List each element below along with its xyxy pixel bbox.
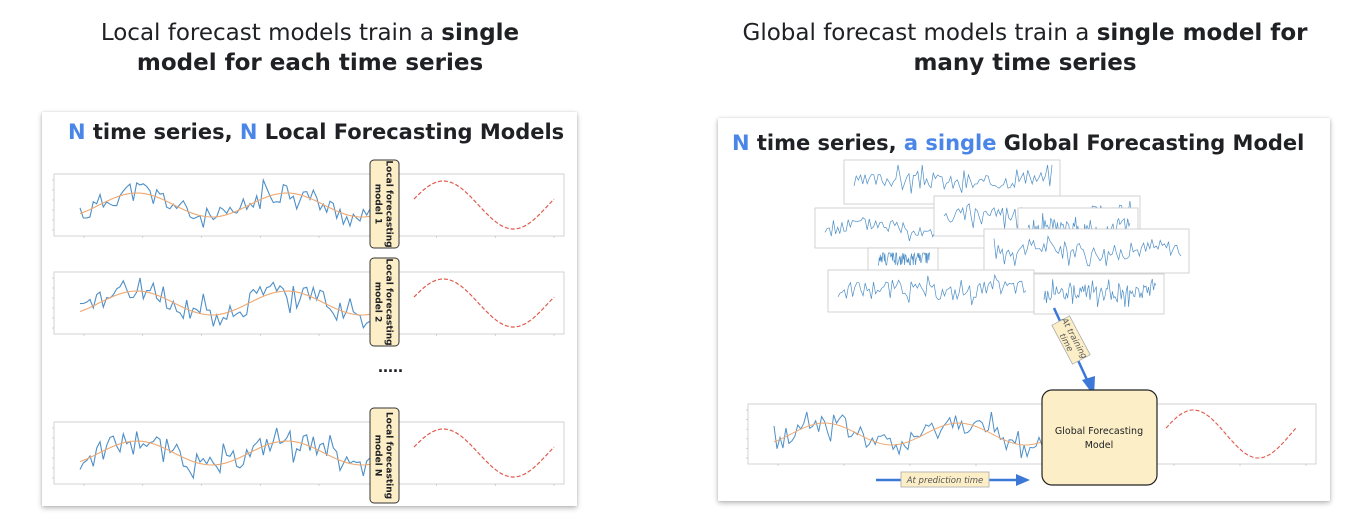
title-end: Local Forecasting Models bbox=[257, 120, 565, 144]
left-heading-bold2: model for each time series bbox=[136, 50, 484, 76]
local-model-label-line2: model 1 bbox=[373, 184, 383, 225]
history-series-line bbox=[773, 411, 1043, 459]
trend-line bbox=[79, 440, 381, 466]
prediction-tag-label: At prediction time bbox=[906, 476, 984, 486]
global-model-label-line2: Model bbox=[1085, 440, 1114, 451]
left-heading: Local forecast models train a single mod… bbox=[60, 18, 560, 78]
local-model-box bbox=[369, 159, 400, 249]
title-n-count: N bbox=[732, 131, 750, 155]
prediction-tag-box bbox=[900, 471, 990, 488]
arrow-right-icon bbox=[1016, 474, 1030, 486]
global-chart-frame bbox=[747, 403, 1317, 465]
local-chart-2-frame bbox=[53, 271, 565, 335]
trend-line bbox=[773, 422, 1043, 446]
history-series-line bbox=[79, 177, 381, 228]
mini-series-line bbox=[993, 234, 1182, 267]
global-model-label-line1: Global Forecasting bbox=[1055, 426, 1143, 437]
local-model-label-line1: Local forecasting bbox=[384, 258, 394, 345]
forecast-dashed-line bbox=[1165, 409, 1297, 459]
right-heading: Global forecast models train a single mo… bbox=[710, 18, 1340, 78]
mini-chart-frame bbox=[827, 269, 1035, 313]
local-chart-3-frame bbox=[53, 421, 565, 485]
right-heading-bold1: single model for bbox=[1096, 20, 1308, 46]
mini-series-line bbox=[1043, 278, 1157, 308]
right-heading-bold2: many time series bbox=[913, 50, 1137, 76]
left-heading-pre: Local forecast models train a bbox=[100, 20, 442, 46]
local-chart-1-frame bbox=[53, 173, 565, 237]
global-model-panel: N time series, a single Global Forecasti… bbox=[718, 118, 1330, 501]
local-panel-title: N time series, N Local Forecasting Model… bbox=[68, 120, 564, 144]
forecast-dashed-line bbox=[413, 428, 555, 478]
global-panel-title: N time series, a single Global Forecasti… bbox=[732, 131, 1304, 155]
trend-line bbox=[79, 290, 381, 316]
mini-series-line bbox=[837, 273, 1027, 306]
title-single: a single bbox=[903, 131, 997, 155]
local-model-box bbox=[369, 257, 400, 347]
right-heading-pre: Global forecast models train a bbox=[742, 20, 1097, 46]
local-model-box bbox=[369, 407, 400, 504]
title-n-count: N bbox=[68, 120, 86, 144]
left-heading-bold1: single bbox=[441, 20, 520, 46]
global-model-box bbox=[1041, 389, 1158, 486]
title-n-models: N bbox=[239, 120, 258, 144]
title-mid: time series, bbox=[749, 131, 904, 155]
mini-chart-frame bbox=[1033, 273, 1165, 315]
mini-chart-frame bbox=[983, 228, 1190, 274]
local-models-panel: N time series, N Local Forecasting Model… bbox=[42, 112, 577, 506]
local-model-label-line1: Local forecasting bbox=[384, 412, 394, 499]
trend-line bbox=[79, 192, 381, 218]
local-model-label-line1: Local forecasting bbox=[384, 160, 394, 247]
history-series-line bbox=[79, 277, 381, 329]
mini-series-line bbox=[877, 251, 930, 267]
mini-series-line bbox=[853, 164, 1053, 194]
training-tag-box bbox=[1051, 315, 1091, 365]
forecast-dashed-line bbox=[413, 278, 555, 328]
title-end: Global Forecasting Model bbox=[996, 131, 1305, 155]
title-mid: time series, bbox=[85, 120, 240, 144]
local-model-label-line2: model 2 bbox=[373, 282, 383, 323]
ellipsis-dots: ..... bbox=[378, 356, 404, 376]
history-series-line bbox=[79, 427, 381, 480]
forecast-dashed-line bbox=[413, 180, 555, 230]
local-model-label-line2: model N bbox=[373, 435, 383, 477]
